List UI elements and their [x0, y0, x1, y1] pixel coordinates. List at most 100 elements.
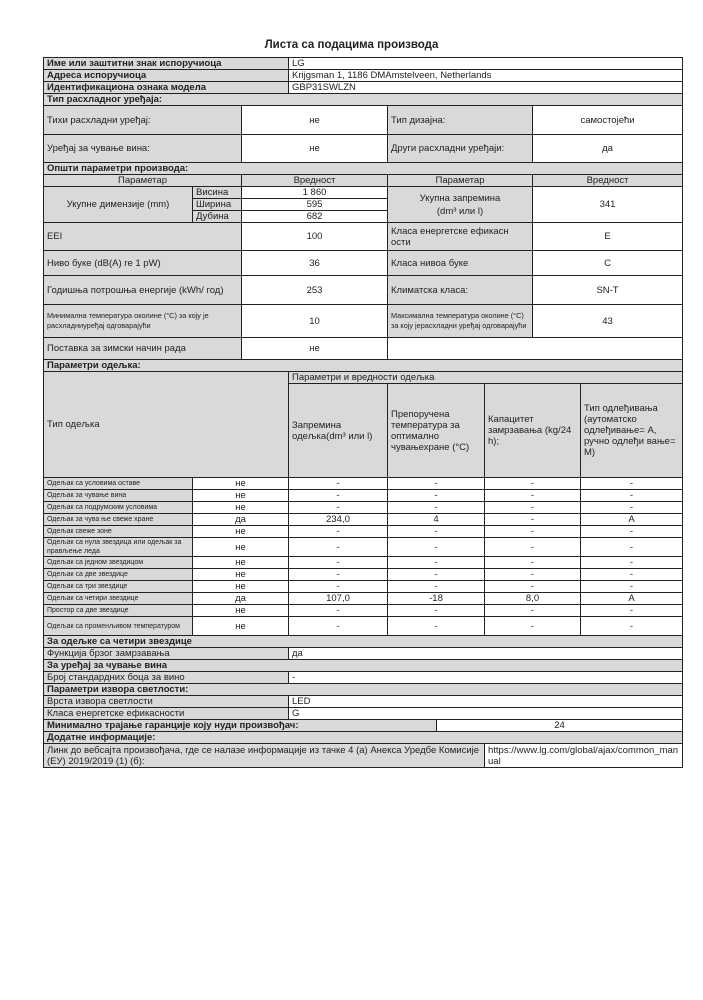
compartment-temp: - — [387, 580, 485, 593]
supplier-address-label: Адреса испоручиоца — [43, 69, 289, 82]
compartment-present: да — [192, 513, 289, 526]
volume-value: 341 — [531, 186, 684, 223]
wine-appliance-value: не — [241, 134, 388, 163]
supplier-name-value: LG — [288, 57, 683, 70]
light-class-value: G — [287, 707, 684, 720]
additional-header: Додатне информације: — [42, 731, 684, 744]
design-label: Тип дизајна: — [387, 105, 533, 135]
col-temp: Препоручена температура за оптимално чув… — [387, 383, 485, 478]
compartment-temp: -18 — [387, 592, 485, 605]
compartment-capacity: - — [484, 537, 581, 557]
compartment-temp: - — [387, 537, 485, 557]
compartment-defrost: A — [579, 592, 684, 605]
compartment-present: не — [192, 568, 289, 581]
bottles-value: - — [287, 671, 684, 684]
compartment-defrost: - — [579, 580, 684, 593]
light-header: Параметри извора светлости: — [42, 683, 684, 696]
energy-class-value: E — [531, 222, 684, 251]
compartment-volume: - — [288, 537, 388, 557]
compartment-row: Простор са две звездице не - - - - — [43, 604, 684, 617]
compartment-defrost: - — [579, 477, 684, 490]
compartment-present: не — [192, 477, 289, 490]
bottles-label: Број стандардних боца за вино — [43, 671, 289, 684]
compartment-volume: - — [288, 604, 388, 617]
compartment-type-label: Тип одељка — [43, 371, 289, 478]
compartment-row: Одељак са условима оставе не - - - - — [43, 477, 684, 490]
model-value: GBP31SWLZN — [288, 81, 683, 94]
compartment-row: Одељак са променљивом температуром не - - - - — [43, 616, 684, 636]
compartment-capacity: - — [484, 513, 581, 526]
compartment-capacity: - — [484, 604, 581, 617]
noise-class-value: C — [531, 250, 684, 276]
compartment-name: Одељак са променљивом температуром — [43, 616, 193, 636]
compartment-defrost: - — [579, 604, 684, 617]
compartment-name: Одељак свеже зоне — [43, 525, 193, 538]
eei-value: 100 — [241, 222, 388, 251]
compartment-defrost: - — [579, 525, 684, 538]
wine-header: За уређај за чување вина — [42, 659, 684, 672]
compartment-name: Одељак са условима оставе — [43, 477, 193, 490]
compartment-name: Одељак са нула звездица или одељак за пр… — [43, 537, 193, 557]
compartment-row: Одељак са подрумским условима не - - - - — [43, 501, 684, 514]
compartment-capacity: - — [484, 616, 581, 636]
link-label: Линк до вебсајта произвођача, где се нал… — [43, 743, 485, 768]
climate-value: SN-T — [531, 275, 684, 305]
compartment-temp: - — [387, 477, 485, 490]
empty-cell — [386, 337, 684, 360]
height-value: 1 860 — [241, 186, 388, 199]
compartment-volume: - — [288, 501, 388, 514]
compartment-name: Одељак са подрумским условима — [43, 501, 193, 514]
general-header: Општи параметри производа: — [42, 162, 684, 175]
compartment-name: Одељак са четири звездице — [43, 592, 193, 605]
max-temp-label: Максимална температура околине (°C) за к… — [387, 304, 533, 338]
compartment-defrost: - — [579, 489, 684, 502]
compartment-capacity: - — [484, 477, 581, 490]
quiet-label: Тихи расхладни уређај: — [43, 105, 242, 135]
col-value-2: Вредност — [531, 174, 684, 187]
depth-label: Дубина — [192, 210, 242, 223]
compartment-defrost: - — [579, 537, 684, 557]
compartment-group-label: Параметри и вредности одељка — [287, 371, 684, 384]
light-class-label: Класа енергетске ефикасности — [43, 707, 289, 720]
compartment-capacity: - — [484, 525, 581, 538]
product-sheet: Име или заштитни знак испоручиоца LG Адре… — [42, 57, 684, 768]
compartment-name: Простор са две звездице — [43, 604, 193, 617]
compartment-present: не — [192, 556, 289, 569]
compartment-name: Одељак са три звездице — [43, 580, 193, 593]
compartment-volume: - — [288, 616, 388, 636]
compartment-name: Одељак за чува ње свеже хране — [43, 513, 193, 526]
noise-class-label: Класа нивоа буке — [387, 250, 533, 276]
supplier-name-label: Име или заштитни знак испоручиоца — [43, 57, 289, 70]
winter-label: Поставка за зимски начин рада — [43, 337, 242, 360]
compartment-capacity: - — [484, 489, 581, 502]
light-type-value: LED — [287, 695, 684, 708]
compartment-volume: - — [288, 477, 388, 490]
compartment-volume: 234,0 — [288, 513, 388, 526]
compartment-row: Одељак са три звездице не - - - - — [43, 580, 684, 593]
compartment-temp: 4 — [387, 513, 485, 526]
fast-freeze-value: да — [287, 647, 684, 660]
design-value: самостојећи — [531, 105, 684, 135]
compartment-temp: - — [387, 525, 485, 538]
noise-label: Ниво буке (dB(A) re 1 pW) — [43, 250, 242, 276]
compartment-volume: - — [288, 556, 388, 569]
height-label: Висина — [192, 186, 242, 199]
col-param: Параметар — [43, 174, 242, 187]
appliance-type-header: Тип расхладног уређаја: — [42, 94, 684, 106]
compartment-row: Одељак за чува ње свеже хране да 234,0 4- A — [43, 513, 684, 526]
page-title: Листа са подацима производа — [264, 39, 439, 51]
compartment-capacity: - — [484, 556, 581, 569]
other-appliance-value: да — [531, 134, 684, 163]
consumption-label: Годишња потрошња енергије (kWh/ год) — [43, 275, 242, 305]
compartment-present: не — [192, 525, 289, 538]
volume-label-line1: Укупна запремина — [419, 192, 501, 204]
compartment-volume: - — [288, 525, 388, 538]
compartment-temp: - — [387, 604, 485, 617]
four-star-header: За одељке са четири звездице — [42, 636, 684, 648]
dimensions-label: Укупне димензије (mm) — [43, 186, 193, 223]
compartment-volume: - — [288, 489, 388, 502]
col-param-2: Параметар — [387, 174, 533, 187]
compartment-volume: 107,0 — [288, 592, 388, 605]
noise-value: 36 — [241, 250, 388, 276]
manual-link[interactable]: https://www.lg.com/global/ajax/common_ma… — [483, 743, 684, 768]
